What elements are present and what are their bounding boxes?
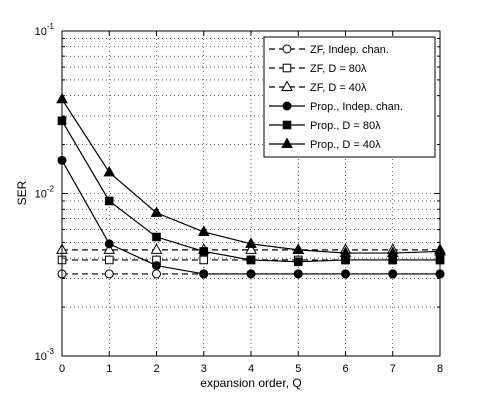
data-point [104, 196, 114, 206]
legend-marker [282, 63, 292, 73]
data-point [152, 261, 161, 271]
y-tick-label: 10-1 [35, 22, 55, 38]
data-point [152, 269, 161, 279]
data-point [150, 243, 163, 254]
legend-label: Prop., D = 80λ [310, 120, 381, 132]
series-5 [56, 92, 446, 258]
y-tick-exponent: -1 [47, 22, 55, 31]
data-point [245, 243, 257, 254]
legend-marker [281, 137, 293, 148]
y-tick-base: 10 [35, 189, 47, 201]
legend-label: Prop., D = 40λ [310, 139, 381, 151]
data-point [104, 239, 114, 249]
data-point [293, 257, 303, 267]
x-tick-label: 2 [153, 363, 159, 375]
data-point [152, 232, 161, 242]
x-tick-label: 3 [201, 363, 207, 375]
data-point [339, 246, 352, 258]
x-tick-label: 6 [342, 363, 348, 375]
legend-entry: Prop., D = 80λ [269, 120, 381, 132]
data-point [245, 237, 257, 248]
y-tick-exponent: -2 [47, 185, 55, 194]
legend-label: ZF, D = 80λ [310, 63, 367, 75]
legend-label: ZF, D = 40λ [310, 82, 367, 94]
data-point [199, 269, 209, 279]
data-point [199, 247, 209, 256]
legend-label: Prop., Indep. chan. [310, 101, 403, 113]
legend-box [263, 36, 436, 158]
legend-marker [282, 120, 292, 130]
x-tick-label: 8 [437, 363, 443, 375]
y-tick-exponent: -3 [47, 347, 55, 356]
y-tick-base: 10 [35, 26, 47, 38]
data-point [341, 269, 350, 279]
tick-layer: 0 1 2 3 4 5 6 7 810-310-210-1 [35, 22, 443, 375]
data-point [388, 255, 398, 265]
legend: ZF, Indep. chan. ZF, D = 80λ ZF, D = 40λ Pr… [263, 36, 436, 158]
legend-label: ZF, Indep. chan. [310, 44, 389, 56]
x-tick-label: 1 [106, 363, 112, 375]
legend-entry: ZF, Indep. chan. [269, 44, 389, 56]
legend-entry: ZF, D = 40λ [269, 80, 367, 94]
series-3 [57, 155, 445, 279]
data-point [104, 269, 114, 279]
data-point [292, 243, 305, 254]
data-point [199, 255, 209, 265]
y-tick-base: 10 [35, 351, 47, 363]
data-point [246, 269, 256, 279]
legend-marker [282, 101, 292, 111]
x-tick-label: 5 [295, 363, 301, 375]
data-point [103, 243, 116, 254]
data-point [150, 206, 163, 217]
x-tick-label: 7 [390, 363, 396, 375]
legend-marker [281, 80, 293, 91]
data-point [293, 269, 303, 279]
y-tick-label: 10-3 [35, 347, 55, 363]
data-point [388, 269, 398, 279]
legend-marker [282, 44, 292, 54]
data-point [386, 246, 399, 258]
legend-entry: Prop., D = 40λ [269, 137, 381, 151]
legend-entry: ZF, D = 80λ [269, 63, 367, 75]
data-point [246, 255, 256, 265]
data-point [341, 255, 350, 265]
y-tick-label: 10-2 [35, 185, 55, 201]
data-point [197, 225, 210, 236]
x-axis-label: expansion order, Q [200, 376, 301, 390]
data-point [103, 165, 116, 177]
x-tick-label: 0 [59, 363, 65, 375]
data-point [104, 255, 114, 265]
legend-entry: Prop., Indep. chan. [269, 101, 403, 113]
x-tick-label: 4 [248, 363, 254, 375]
y-axis-label: SER [15, 180, 29, 205]
